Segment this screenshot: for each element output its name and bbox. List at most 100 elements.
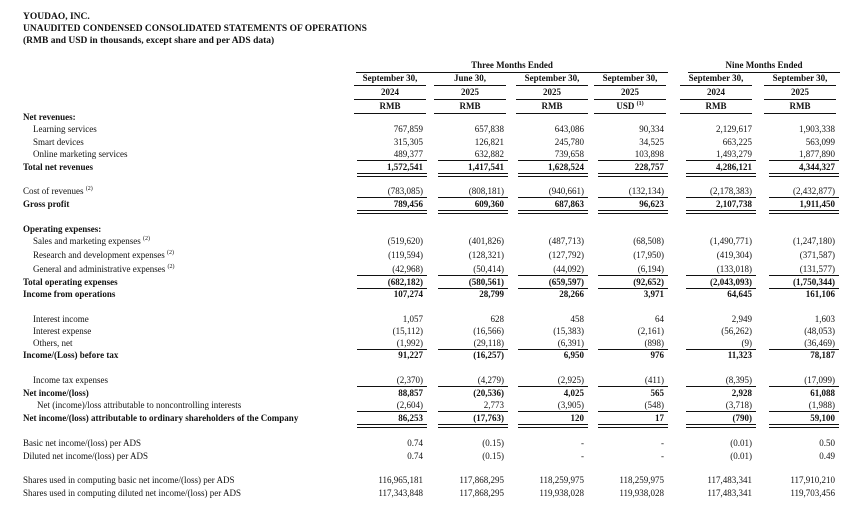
rule	[769, 411, 839, 412]
row-label: Research and development expenses (2)	[33, 250, 174, 260]
double-rule	[598, 173, 668, 177]
double-rule	[438, 173, 508, 177]
cell-value: (2,370)	[396, 375, 423, 385]
row-label: Interest expense	[33, 326, 92, 336]
cell-value: (2,043,093)	[710, 277, 752, 287]
cell-value: 1,903,338	[799, 124, 835, 134]
rule	[438, 160, 508, 161]
subtitle: (RMB and USD in thousands, except share …	[23, 36, 275, 46]
cell-value: 1,417,541	[468, 162, 504, 172]
cell-value: 565	[650, 388, 665, 398]
row-label: Online marketing services	[33, 149, 128, 159]
cell-value: (16,257)	[473, 350, 504, 360]
cell-value: (2,604)	[396, 400, 423, 410]
rule	[764, 85, 836, 86]
rule	[688, 72, 840, 73]
cell-value: (898)	[644, 338, 665, 348]
cell-value: (659,597)	[548, 277, 584, 287]
cell-value: (29,118)	[473, 338, 504, 348]
cell-value: (20,536)	[473, 388, 504, 398]
cell-value: (127,792)	[548, 250, 584, 260]
row-label: Learning services	[33, 124, 97, 134]
cell-value: 1,572,541	[387, 162, 423, 172]
group-header: Three Months Ended	[471, 60, 553, 70]
column-date: September 30,	[524, 73, 580, 83]
rule	[357, 197, 427, 198]
row-label: Total net revenues	[23, 162, 94, 172]
cell-value: 0.49	[819, 451, 835, 461]
cell-value: 4,025	[563, 388, 584, 398]
cell-value: 687,863	[554, 199, 584, 209]
cell-value: (133,018)	[716, 264, 752, 274]
double-rule	[357, 424, 427, 428]
column-year: 2025	[791, 87, 809, 97]
cell-value: (1,490,771)	[710, 236, 752, 246]
row-label: Basic net income/(loss) per ADS	[23, 438, 141, 448]
cell-value: 0.50	[819, 438, 835, 448]
rule	[357, 411, 427, 412]
cell-value: 315,305	[393, 137, 423, 147]
cell-value: (2,178,383)	[710, 186, 752, 196]
column-year: 2024	[381, 87, 399, 97]
footnote-mark: (2)	[85, 186, 93, 192]
cell-value: 34,525	[639, 137, 664, 147]
cell-value: (487,713)	[548, 236, 584, 246]
cell-value: (519,620)	[387, 236, 423, 246]
rule	[518, 288, 588, 289]
footnote-mark: (2)	[166, 250, 174, 256]
cell-value: (92,652)	[633, 277, 664, 287]
cell-value: 96,623	[639, 199, 664, 209]
rule	[598, 411, 668, 412]
cell-value: 117,483,341	[707, 475, 752, 485]
cell-value: (580,561)	[468, 277, 504, 287]
rule	[686, 386, 756, 387]
row-label: Smart devices	[33, 137, 84, 147]
rule	[438, 349, 508, 350]
row-label: Cost of revenues (2)	[23, 186, 93, 196]
cell-value: 91,227	[398, 350, 423, 360]
rule	[518, 411, 588, 412]
cell-value: (682,182)	[387, 277, 423, 287]
row-label: Interest income	[33, 314, 89, 324]
cell-value: (68,508)	[633, 236, 664, 246]
rule	[769, 288, 839, 289]
rule	[686, 349, 756, 350]
double-rule	[357, 173, 427, 177]
cell-value: 126,821	[474, 137, 504, 147]
cell-value: (4,279)	[477, 375, 504, 385]
rule	[769, 349, 839, 350]
cell-value: 117,483,341	[707, 488, 752, 498]
cell-value: 458	[570, 314, 585, 324]
cell-value: 228,757	[634, 162, 664, 172]
double-rule	[438, 424, 508, 428]
rule	[686, 411, 756, 412]
rule	[686, 160, 756, 161]
row-label: Income from operations	[23, 289, 116, 299]
footnote-mark: (1)	[636, 101, 644, 107]
cell-value: (0.01)	[730, 451, 752, 461]
rule	[598, 197, 668, 198]
cell-value: (3,718)	[725, 400, 752, 410]
rule	[516, 85, 588, 86]
cell-value: 789,456	[393, 199, 423, 209]
cell-value: (808,181)	[468, 186, 504, 196]
cell-value: 767,859	[393, 124, 423, 134]
cell-value: (50,414)	[473, 264, 504, 274]
rule	[438, 288, 508, 289]
cell-value: 643,086	[554, 124, 584, 134]
cell-value: (15,383)	[553, 326, 584, 336]
cell-value: 118,259,975	[619, 475, 664, 485]
column-date: September 30,	[602, 73, 658, 83]
rule	[516, 99, 588, 100]
cell-value: (48,053)	[804, 326, 835, 336]
cell-value: 78,187	[810, 350, 835, 360]
rule	[438, 411, 508, 412]
cell-value: 64	[655, 314, 664, 324]
column-currency: RMB	[379, 101, 401, 111]
rule	[680, 113, 752, 114]
cell-value: 245,780	[554, 137, 584, 147]
rule	[518, 160, 588, 161]
rule	[680, 85, 752, 86]
column-date: September 30,	[772, 73, 828, 83]
column-currency: USD (1)	[616, 101, 644, 111]
